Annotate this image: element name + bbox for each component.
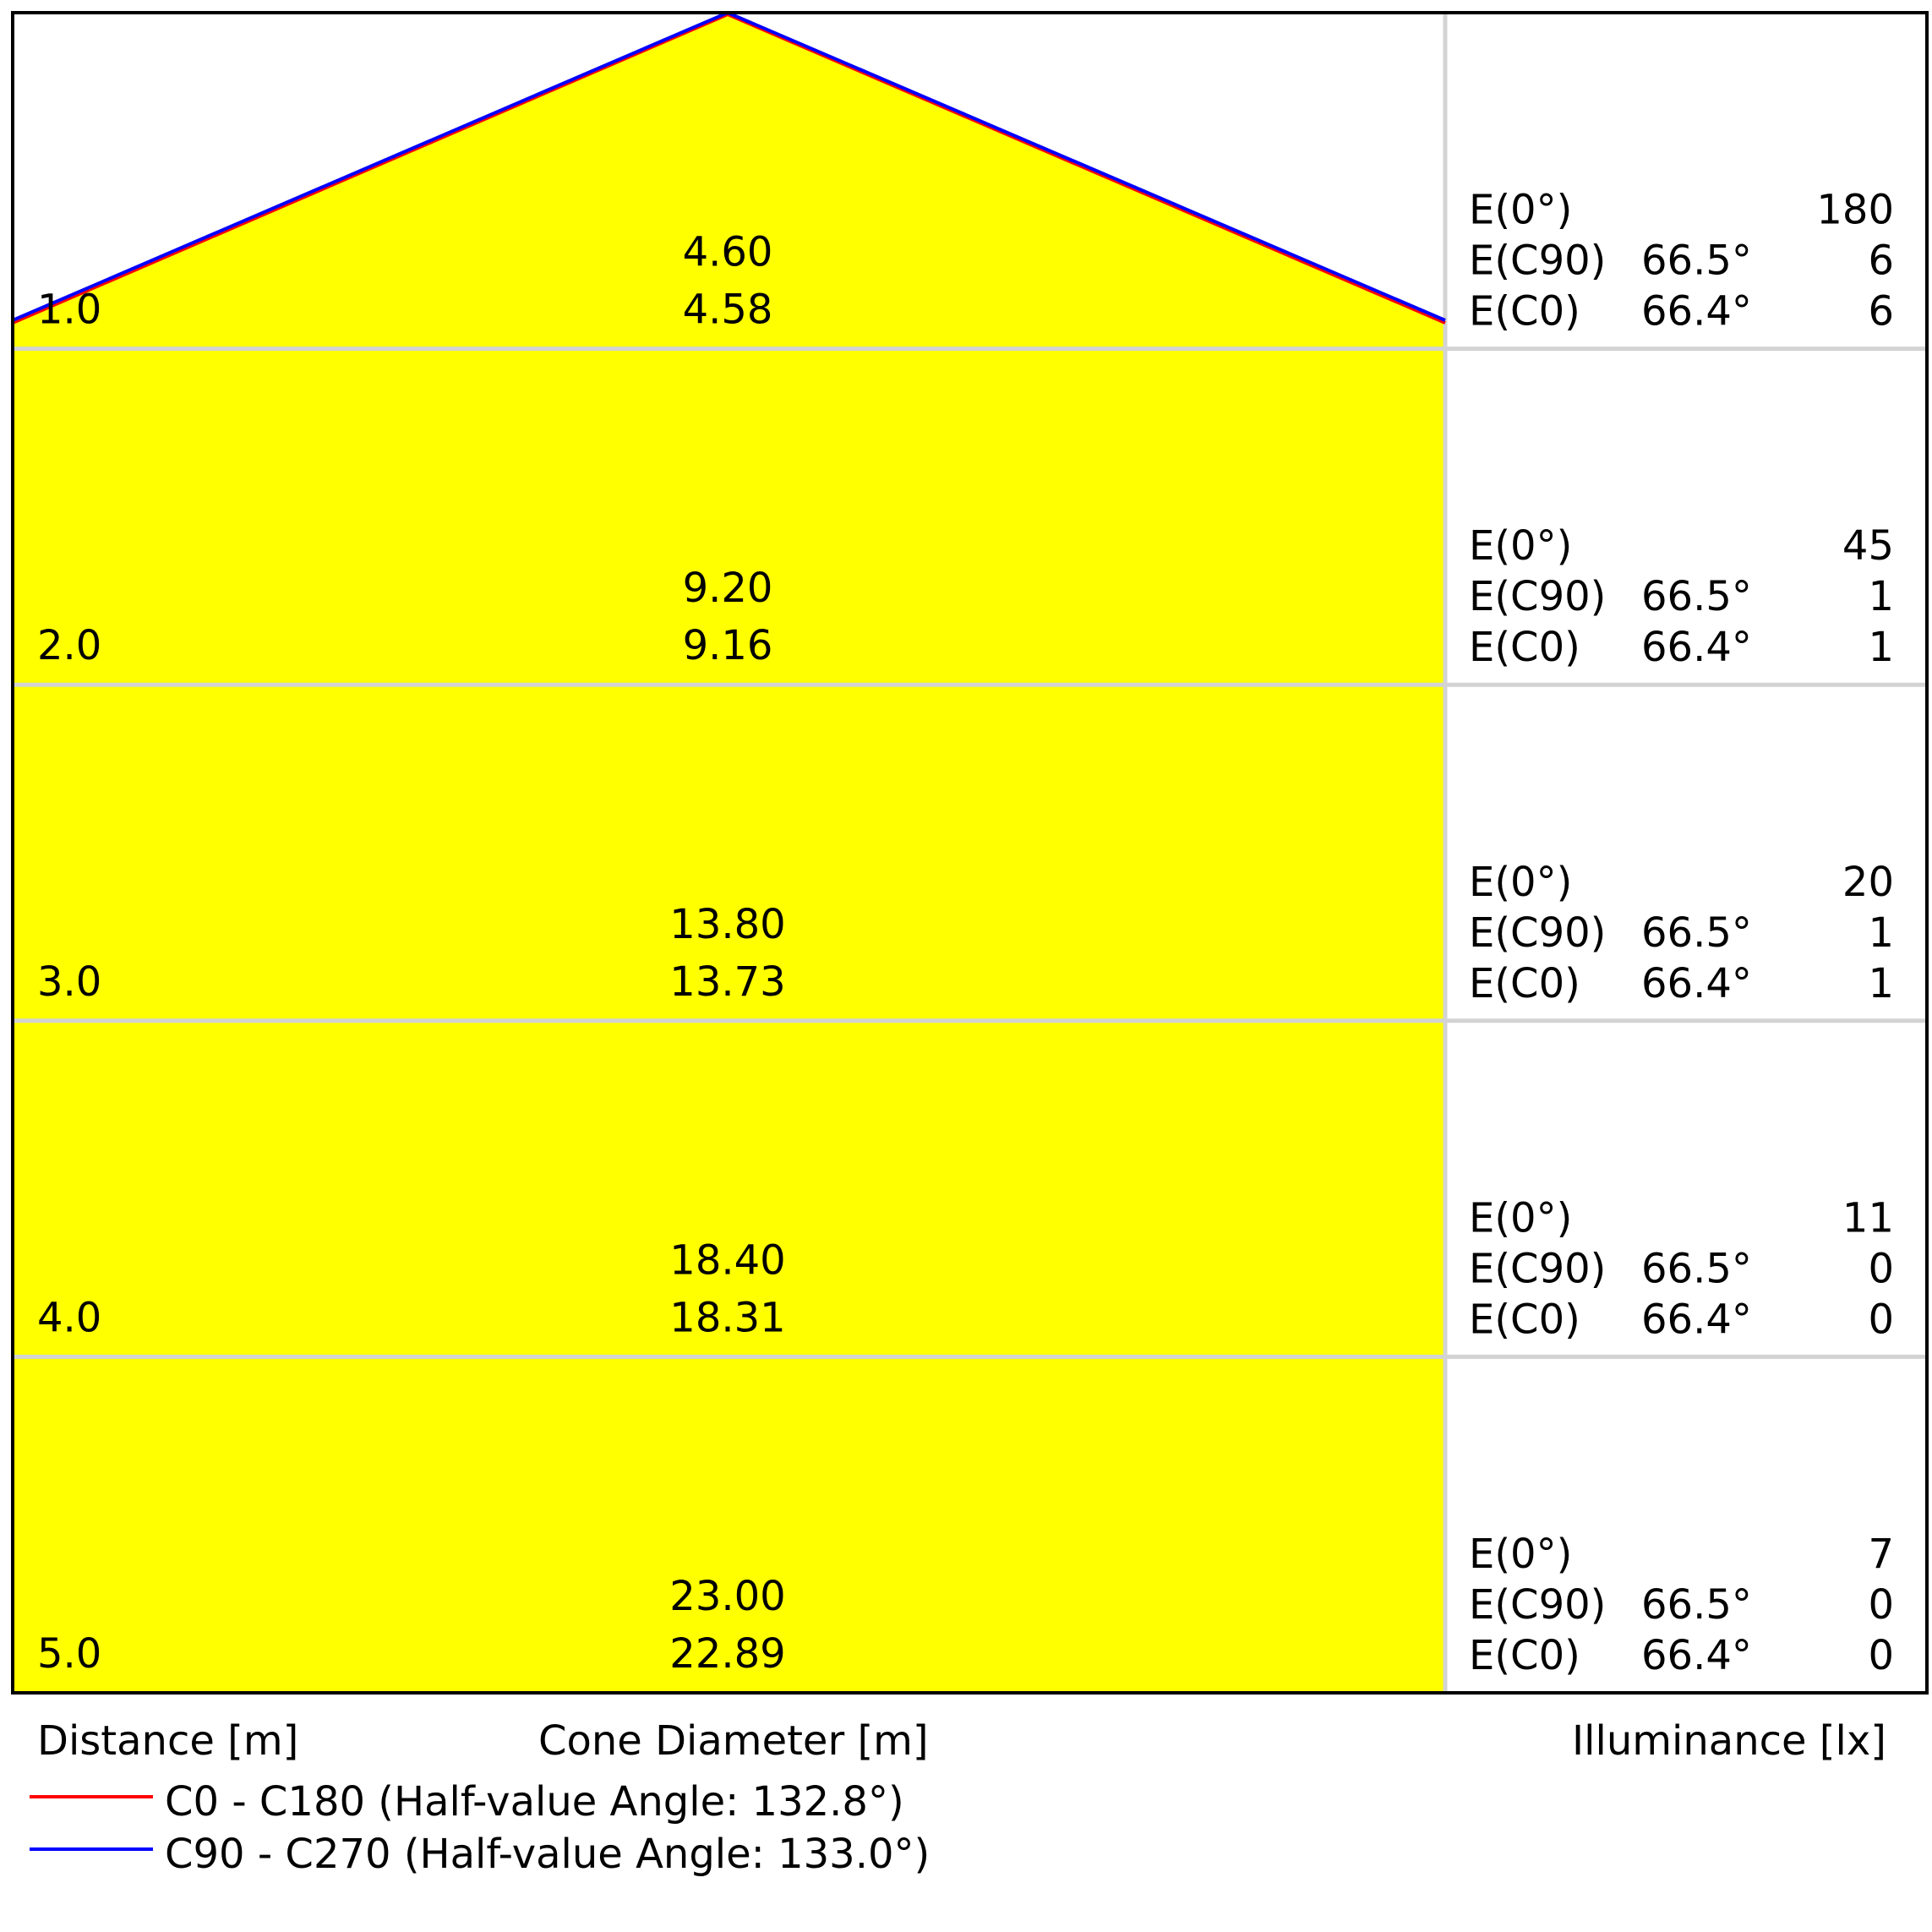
ec90-label: E(C90) (1469, 1245, 1606, 1292)
ec90-value: 1 (1868, 909, 1894, 957)
ec0-angle: 66.4° (1641, 624, 1752, 671)
cone-diameter-c0: 9.20 (683, 565, 773, 612)
ec90-label: E(C90) (1469, 909, 1606, 957)
cone-diameter-c90: 22.89 (669, 1630, 785, 1678)
cone-diameter-c90: 4.58 (683, 287, 773, 334)
ec90-label: E(C90) (1469, 573, 1606, 620)
cone-diameter-c90: 13.73 (669, 958, 785, 1006)
e0-value: 11 (1842, 1194, 1894, 1242)
distance-label: 4.0 (37, 1294, 101, 1341)
illuminance-axis-label: Illuminance [lx] (1572, 1717, 1886, 1765)
legend-label: C90 - C270 (Half-value Angle: 133.0°) (165, 1831, 930, 1878)
ec0-label: E(C0) (1469, 1296, 1580, 1343)
e0-label: E(0°) (1469, 1531, 1572, 1578)
cone-diameter-c0: 4.60 (683, 229, 773, 276)
distance-axis-label: Distance [m] (37, 1717, 298, 1765)
e0-label: E(0°) (1469, 522, 1572, 570)
ec90-angle: 66.5° (1641, 1581, 1752, 1629)
ec0-angle: 66.4° (1641, 1296, 1752, 1343)
diagram-frame (11, 11, 1929, 1695)
ec0-angle: 66.4° (1641, 1632, 1752, 1679)
e0-label: E(0°) (1469, 187, 1572, 234)
e0-label: E(0°) (1469, 859, 1572, 906)
cone-fill (13, 13, 1445, 1693)
ec0-label: E(C0) (1469, 960, 1580, 1007)
e0-value: 180 (1816, 187, 1894, 234)
cone-diameter-c0: 18.40 (669, 1236, 785, 1284)
ec90-label: E(C90) (1469, 237, 1606, 285)
ec0-angle: 66.4° (1641, 960, 1752, 1007)
cone-diameter-c0: 13.80 (669, 901, 785, 948)
cone-diameter-c0: 23.00 (669, 1573, 785, 1620)
ec0-value: 0 (1868, 1296, 1894, 1343)
cone-diameter-c90: 9.16 (683, 622, 773, 669)
e0-label: E(0°) (1469, 1194, 1572, 1242)
cone-diameter-axis-label: Cone Diameter [m] (538, 1717, 929, 1765)
ec90-value: 0 (1868, 1581, 1894, 1629)
e0-value: 7 (1868, 1531, 1894, 1578)
ec0-label: E(C0) (1469, 624, 1580, 671)
ec0-value: 1 (1868, 624, 1894, 671)
distance-label: 2.0 (37, 622, 101, 669)
cone-diameter-c90: 18.31 (669, 1294, 785, 1341)
distance-label: 3.0 (37, 958, 101, 1006)
ec90-angle: 66.5° (1641, 237, 1752, 285)
ec90-value: 6 (1868, 237, 1894, 285)
distance-label: 5.0 (37, 1630, 101, 1678)
ec90-value: 1 (1868, 573, 1894, 620)
e0-value: 20 (1842, 859, 1894, 906)
ec0-value: 1 (1868, 960, 1894, 1007)
distance-label: 1.0 (37, 287, 101, 334)
ec0-label: E(C0) (1469, 288, 1580, 336)
ec0-value: 0 (1868, 1632, 1894, 1679)
ec90-angle: 66.5° (1641, 573, 1752, 620)
legend-label: C0 - C180 (Half-value Angle: 132.8°) (165, 1778, 904, 1826)
ec0-label: E(C0) (1469, 1632, 1580, 1679)
ec90-angle: 66.5° (1641, 909, 1752, 957)
ec90-value: 0 (1868, 1245, 1894, 1292)
ec0-value: 6 (1868, 288, 1894, 336)
e0-value: 45 (1842, 522, 1894, 570)
ec90-angle: 66.5° (1641, 1245, 1752, 1292)
ec90-label: E(C90) (1469, 1581, 1606, 1629)
ec0-angle: 66.4° (1641, 288, 1752, 336)
